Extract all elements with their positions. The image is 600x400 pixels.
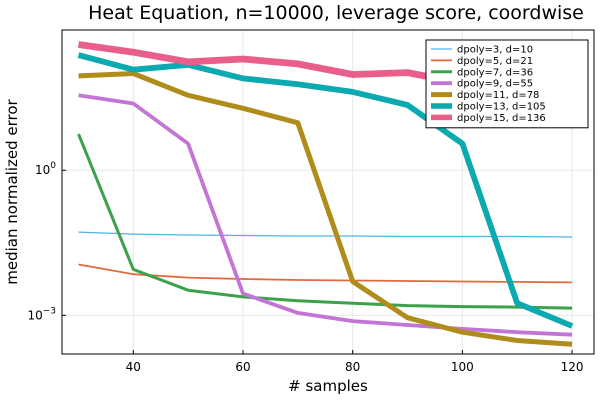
- legend-label-6: dpoly=15, d=136: [457, 113, 546, 124]
- legend-label-0: dpoly=3, d=10: [457, 45, 533, 56]
- y-axis-label: median normalized error: [3, 98, 21, 284]
- y-tick-label: 10−3: [27, 306, 56, 322]
- x-tick-label: 120: [561, 360, 584, 374]
- y-tick-label: 100: [35, 161, 56, 177]
- x-axis-ticks: 40 60 80 100 120: [126, 350, 584, 374]
- legend-label-2: dpoly=7, d=36: [457, 67, 533, 78]
- x-tick-label: 40: [126, 360, 141, 374]
- plot-frame: [61, 29, 595, 355]
- legend-label-5: dpoly=13, d=105: [457, 102, 546, 113]
- x-tick-label: 100: [451, 360, 474, 374]
- y-axis-ticks: 100 10−3: [27, 161, 66, 322]
- x-axis-label: # samples: [288, 377, 368, 395]
- series-line-5: [77, 52, 574, 329]
- series-line-0: [78, 231, 573, 238]
- legend-label-4: dpoly=11, d=78: [457, 90, 539, 101]
- x-tick-label: 60: [235, 360, 250, 374]
- x-tick-label: 80: [345, 360, 360, 374]
- series-line-1: [78, 263, 573, 284]
- legend-box: [425, 39, 589, 129]
- series-line-2: [77, 133, 573, 310]
- legend-label-3: dpoly=9, d=55: [457, 79, 533, 90]
- legend-label-1: dpoly=5, d=21: [457, 56, 533, 67]
- series-line-3: [78, 93, 573, 337]
- chart-title: Heat Equation, n=10000, leverage score, …: [88, 2, 584, 24]
- series-line-4: [78, 71, 573, 347]
